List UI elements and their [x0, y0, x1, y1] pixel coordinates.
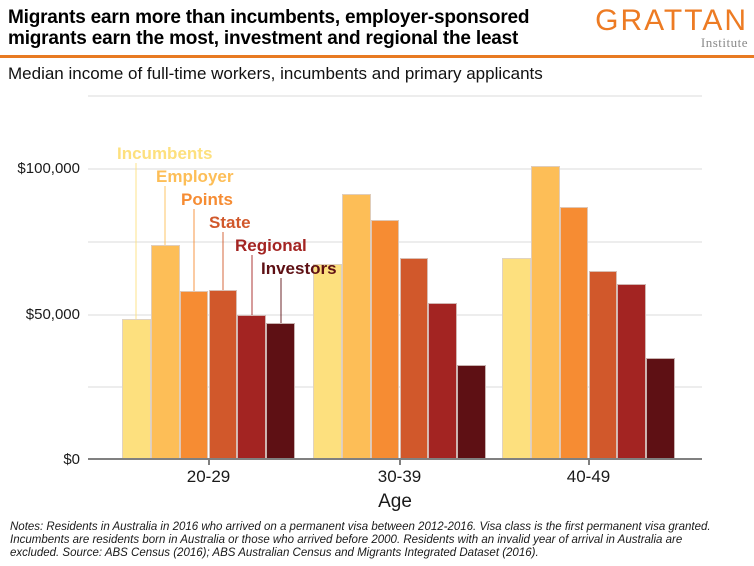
bar-state-40-49 — [588, 270, 618, 460]
grattan-logo-tagline: Institute — [700, 35, 748, 50]
x-tick-20-29 — [207, 460, 210, 465]
x-tick-40-49 — [587, 460, 590, 465]
bar-regional-20-29 — [237, 314, 267, 460]
bar-points-30-39 — [370, 219, 400, 460]
legend-label-regional: Regional — [235, 236, 307, 255]
bar-points-40-49 — [559, 206, 589, 460]
legend-leader-employer — [164, 186, 167, 245]
y-tick-label-50000: $50,000 — [25, 305, 80, 323]
bar-employer-40-49 — [530, 166, 560, 460]
bar-regional-40-49 — [617, 283, 647, 460]
legend-leader-incumbents — [135, 163, 138, 319]
x-axis-line — [88, 458, 702, 460]
bar-investors-40-49 — [646, 358, 675, 460]
bar-points-20-29 — [179, 291, 209, 460]
chart-title: Migrants earn more than incumbents, empl… — [8, 7, 530, 49]
legend-label-employer: Employer — [156, 167, 234, 186]
x-tick-label-30-39: 30-39 — [377, 467, 422, 486]
gridline-100000 — [88, 168, 702, 170]
bar-employer-30-39 — [341, 193, 371, 460]
chart-title-line2: migrants earn the most, investment and r… — [8, 28, 519, 49]
chart-subtitle: Median income of full-time workers, incu… — [8, 64, 543, 83]
bar-employer-20-29 — [150, 244, 180, 460]
legend-leader-state — [221, 232, 224, 290]
x-tick-30-39 — [398, 460, 401, 465]
bar-regional-30-39 — [428, 302, 458, 460]
bar-incumbents-40-49 — [502, 257, 531, 460]
bar-investors-20-29 — [266, 323, 295, 460]
x-tick-label-40-49: 40-49 — [566, 467, 611, 486]
bar-state-20-29 — [208, 289, 238, 460]
legend-label-investors: Investors — [261, 259, 337, 278]
legend-leader-regional — [250, 255, 253, 315]
source-notes: Notes: Residents in Australia in 2016 wh… — [10, 521, 711, 559]
accent-divider — [0, 55, 754, 58]
legend-label-incumbents: Incumbents — [117, 144, 213, 163]
legend-leader-investors — [279, 278, 282, 324]
legend-leader-points — [193, 209, 196, 292]
bar-investors-30-39 — [457, 365, 486, 460]
x-axis-title: Age — [378, 491, 412, 512]
bar-state-30-39 — [399, 257, 429, 460]
legend-label-state: State — [209, 213, 251, 232]
bar-incumbents-20-29 — [122, 318, 151, 460]
y-tick-label-100000: $100,000 — [17, 160, 80, 177]
grattan-logo: GRATTAN Institute — [595, 6, 748, 51]
chart-title-line1: Migrants earn more than incumbents, empl… — [8, 7, 530, 28]
bar-incumbents-30-39 — [313, 263, 342, 460]
y-tick-label-0: $0 — [63, 451, 80, 468]
x-tick-label-20-29: 20-29 — [186, 467, 231, 486]
gridline-125000 — [88, 95, 702, 98]
legend-label-points: Points — [181, 190, 233, 209]
grattan-logo-wordmark: GRATTAN — [595, 4, 748, 37]
